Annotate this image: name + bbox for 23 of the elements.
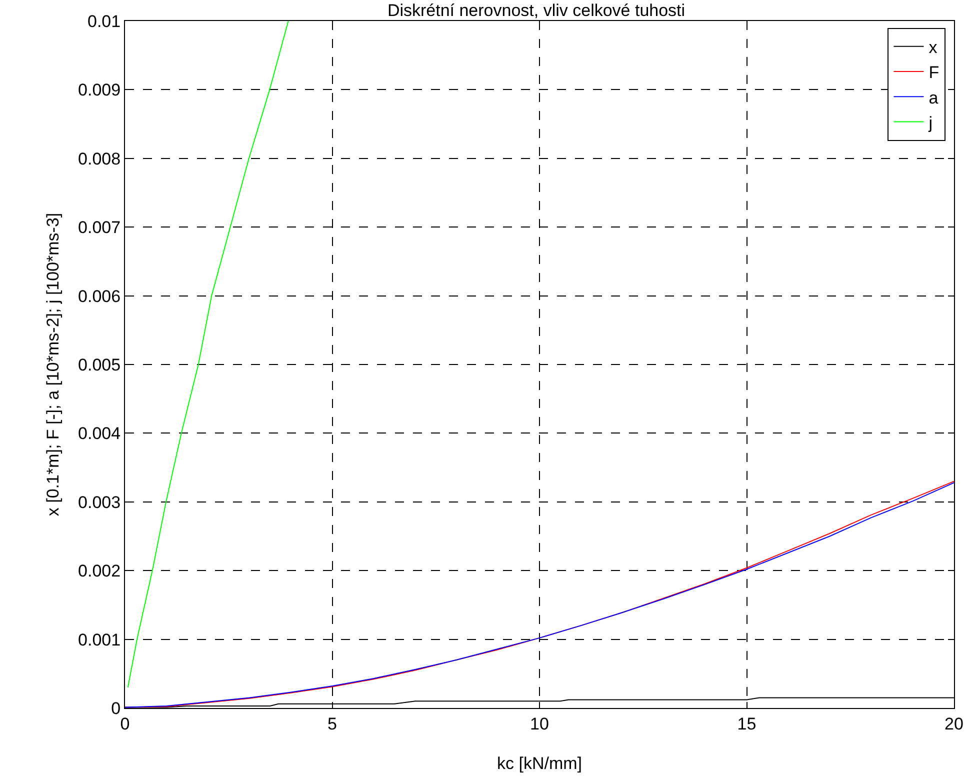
y-tick-label: 0.004 bbox=[78, 424, 121, 444]
y-tick-label: 0.005 bbox=[78, 355, 121, 374]
y-tick-label: 0.001 bbox=[78, 630, 121, 650]
y-tick-label: 0.009 bbox=[78, 80, 121, 100]
y-tick-label: 0.007 bbox=[78, 218, 121, 238]
y-tick-label: 0.003 bbox=[78, 492, 121, 512]
x-axis-title: kc [kN/mm] bbox=[497, 754, 582, 773]
y-tick-label: 0.002 bbox=[78, 562, 121, 581]
legend-label: x bbox=[928, 38, 938, 58]
y-tick-label: 0.008 bbox=[78, 149, 121, 168]
x-tick-label: 5 bbox=[328, 714, 337, 734]
y-tick-label: 0 bbox=[111, 698, 121, 718]
legend-label: j bbox=[928, 113, 932, 132]
legend-label: F bbox=[928, 63, 940, 82]
y-axis-title: x [0.1*m]; F [-]; a [10*ms-2]; j [100*ms-3] bbox=[44, 212, 63, 516]
chart-title: Diskrétní nerovnost, vliv celkové tuhosti bbox=[387, 0, 686, 20]
line-series bbox=[127, 21, 289, 688]
x-tick-label: 20 bbox=[944, 714, 964, 734]
y-tick-label: 0.01 bbox=[88, 12, 121, 31]
y-tick-label: 0.006 bbox=[78, 286, 121, 306]
legend-label: a bbox=[928, 88, 939, 108]
x-tick-label: 10 bbox=[530, 714, 549, 734]
x-tick-label: 15 bbox=[737, 714, 756, 734]
